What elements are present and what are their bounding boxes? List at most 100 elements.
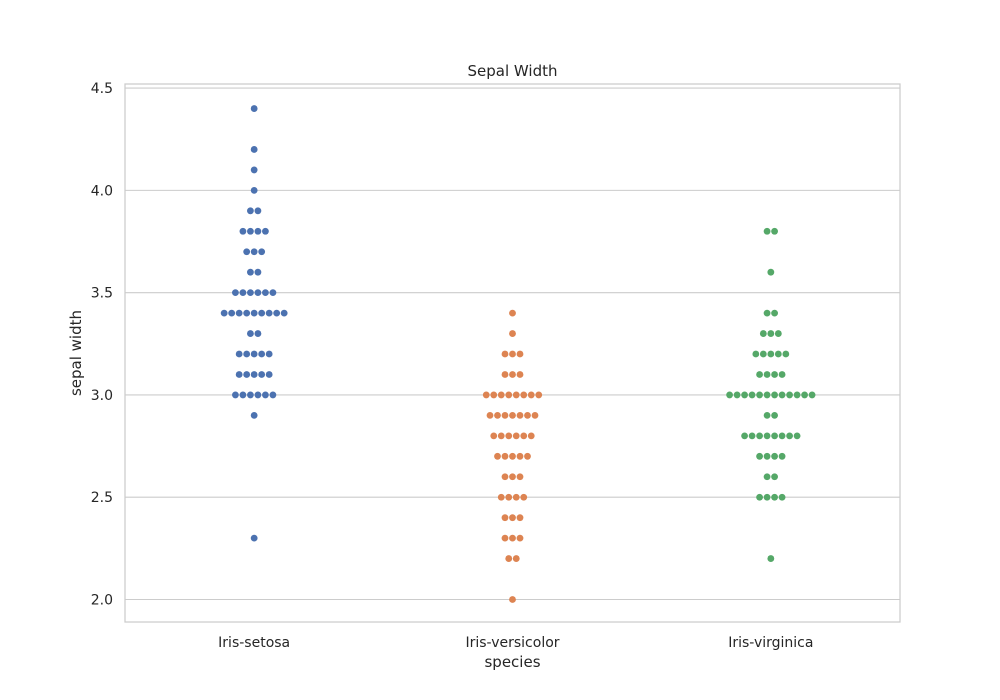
data-point <box>243 309 251 317</box>
data-point <box>228 309 236 317</box>
data-point <box>250 534 258 542</box>
plot-frame <box>124 83 901 623</box>
data-point <box>269 289 277 297</box>
data-point <box>763 452 771 460</box>
y-tick-label: 3.0 <box>91 388 113 404</box>
data-point <box>254 289 262 297</box>
data-point <box>265 350 273 358</box>
data-point <box>512 391 520 399</box>
data-point <box>247 330 254 337</box>
data-point <box>509 473 516 481</box>
data-point <box>250 146 258 153</box>
data-point <box>501 350 509 358</box>
data-point <box>505 493 513 501</box>
data-point <box>771 473 778 481</box>
data-point <box>535 391 543 399</box>
data-point <box>782 350 790 358</box>
data-point <box>254 268 262 276</box>
data-point <box>774 350 782 358</box>
x-tick-label: Iris-setosa <box>218 635 290 651</box>
data-point <box>269 391 277 399</box>
data-point <box>524 452 531 460</box>
data-point <box>759 330 767 337</box>
data-point <box>250 248 258 256</box>
data-point <box>756 452 763 460</box>
data-point <box>505 432 513 440</box>
data-point <box>250 309 258 317</box>
y-tick-label: 2.0 <box>91 592 113 608</box>
x-tick-label: Iris-virginica <box>728 635 813 651</box>
data-point <box>265 371 273 378</box>
data-point <box>258 248 266 256</box>
data-point <box>767 330 775 337</box>
data-point <box>778 391 786 399</box>
points-layer <box>220 105 816 603</box>
data-point <box>512 493 520 501</box>
data-point <box>273 309 281 317</box>
data-point <box>247 227 254 235</box>
x-axis-label: species <box>484 653 540 671</box>
data-point <box>512 555 520 562</box>
y-tick-label: 4.5 <box>91 81 113 97</box>
data-point <box>235 309 243 317</box>
data-point <box>250 411 258 419</box>
data-point <box>262 391 269 399</box>
data-point <box>247 391 254 399</box>
data-point <box>501 514 509 522</box>
data-point <box>520 493 528 501</box>
data-point <box>494 452 501 460</box>
data-point <box>490 391 498 399</box>
data-point <box>763 473 771 481</box>
data-point <box>756 391 763 399</box>
y-tick-labels: 2.0 2.5 3.0 3.5 4.0 4.5 <box>91 81 113 608</box>
data-point <box>801 391 808 399</box>
data-point <box>771 309 778 317</box>
data-point <box>247 289 254 297</box>
data-point <box>531 411 539 419</box>
data-point <box>516 452 524 460</box>
data-point <box>239 391 247 399</box>
data-point <box>786 432 793 440</box>
data-point <box>763 309 771 317</box>
data-point <box>733 391 741 399</box>
data-point <box>771 411 778 419</box>
data-point <box>254 391 262 399</box>
data-point <box>239 289 247 297</box>
data-point <box>793 432 801 440</box>
data-point <box>748 432 756 440</box>
data-point <box>756 432 763 440</box>
data-point <box>752 350 760 358</box>
data-point <box>258 309 266 317</box>
data-point <box>778 493 786 501</box>
data-point <box>509 411 516 419</box>
data-point <box>741 391 748 399</box>
data-point <box>243 371 251 378</box>
x-tick-label: Iris-versicolor <box>465 635 559 651</box>
data-point <box>280 309 288 317</box>
data-point <box>786 391 793 399</box>
data-point <box>774 330 782 337</box>
data-point <box>527 391 535 399</box>
data-point <box>262 227 269 235</box>
data-point <box>501 534 509 542</box>
data-point <box>516 473 524 481</box>
data-point <box>262 289 269 297</box>
data-point <box>509 309 516 317</box>
y-axis-label: sepal width <box>67 310 85 396</box>
data-point <box>520 432 528 440</box>
data-point <box>235 350 243 358</box>
data-point <box>516 350 524 358</box>
data-point <box>243 248 251 256</box>
data-point <box>232 391 239 399</box>
data-point <box>756 493 763 501</box>
data-point <box>763 493 771 501</box>
y-tick-label: 4.0 <box>91 183 113 199</box>
data-point <box>778 432 786 440</box>
data-point <box>516 411 524 419</box>
data-point <box>501 371 509 378</box>
data-point <box>516 534 524 542</box>
data-point <box>232 289 239 297</box>
data-point <box>509 596 516 603</box>
data-point <box>771 452 778 460</box>
